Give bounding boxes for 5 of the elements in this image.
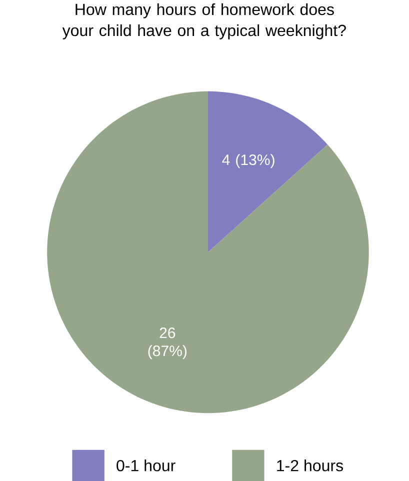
- legend-label: 0-1 hour: [116, 460, 176, 472]
- legend-label: 1-2 hours: [277, 460, 344, 472]
- data-label: 26 (87%): [148, 328, 187, 360]
- chart-title: How many hours of homework does your child have on a typical weeknight?: [62, 3, 346, 40]
- data-label: 4 (13%): [222, 154, 274, 168]
